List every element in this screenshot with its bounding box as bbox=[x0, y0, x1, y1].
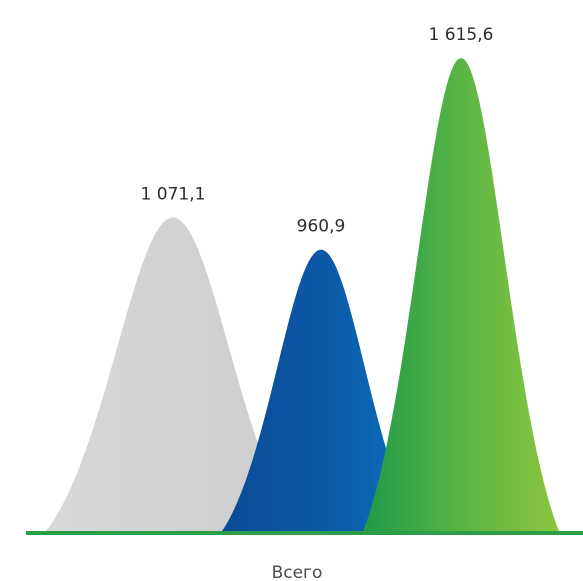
data-label-series-2: 960,9 bbox=[297, 217, 346, 237]
data-label-series-1: 1 071,1 bbox=[141, 184, 206, 204]
x-axis-category-label: Всего bbox=[272, 563, 323, 581]
peak-series-1 bbox=[46, 217, 300, 531]
peak-series-3 bbox=[363, 58, 559, 531]
peak-series-2 bbox=[222, 249, 420, 531]
x-axis-baseline bbox=[26, 531, 583, 535]
data-label-series-3: 1 615,6 bbox=[429, 25, 494, 45]
